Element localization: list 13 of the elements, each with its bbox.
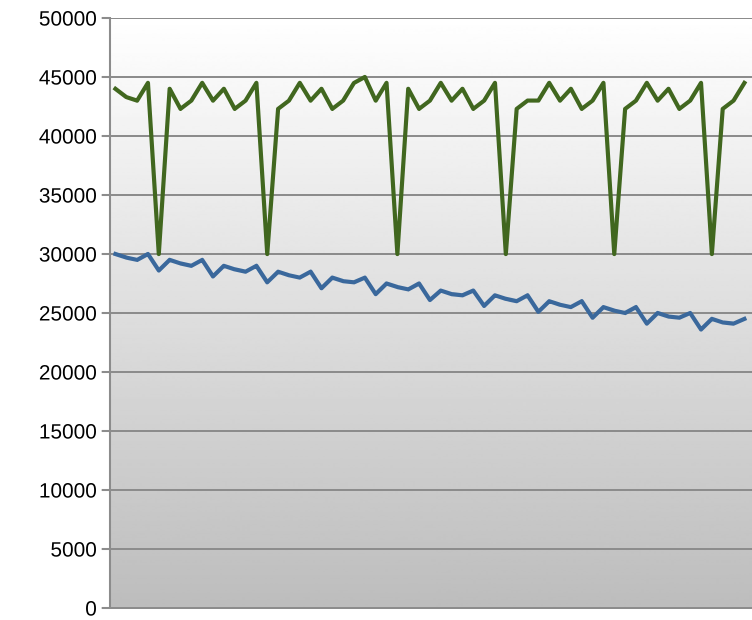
y-tick-label: 35000 bbox=[40, 188, 96, 203]
line-series bbox=[113, 252, 746, 332]
y-tick-label: 45000 bbox=[39, 70, 96, 85]
y-tick-label: 20000 bbox=[40, 365, 96, 380]
y-tick-label: 50000 bbox=[40, 11, 96, 26]
y-tick-label: 30000 bbox=[40, 247, 96, 262]
y-tick-label: 40000 bbox=[39, 129, 96, 144]
line-series bbox=[113, 74, 746, 256]
y-tick-label: 15000 bbox=[40, 424, 96, 439]
y-tick-label: 25000 bbox=[40, 306, 96, 321]
y-tick-label: 0 bbox=[86, 601, 96, 616]
y-tick-label: 10000 bbox=[40, 483, 96, 498]
y-tick-label: 5000 bbox=[51, 542, 96, 557]
